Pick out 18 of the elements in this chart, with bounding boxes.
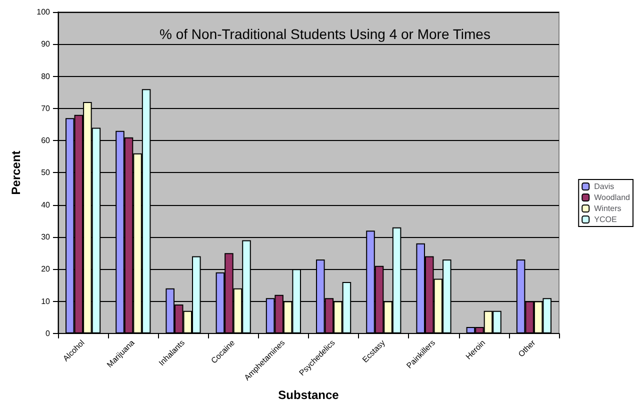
y-tick-label: 70 (41, 104, 51, 113)
y-tick-label: 100 (36, 8, 51, 16)
y-tick-label: 90 (41, 40, 51, 49)
y-tick-label: 40 (41, 200, 51, 210)
y-tick-label: 80 (41, 72, 51, 81)
y-tick-label: 30 (41, 232, 51, 242)
y-tick-label: 60 (41, 136, 51, 146)
text: % of Non-Traditional Students Using 4 or More Times (160, 26, 490, 42)
legend-label: Winters (594, 204, 622, 213)
legend-label: Woodland (594, 193, 630, 202)
y-tick-label: 20 (41, 264, 51, 274)
x-axis-title: Substance (278, 388, 340, 402)
y-tick-label: 10 (41, 296, 51, 306)
y-axis-title: Percent (9, 150, 23, 195)
legend-label: Davis (594, 182, 614, 191)
y-tick-label: 0 (46, 328, 51, 338)
y-tick-label: 50 (41, 168, 51, 178)
legend-label: YCOE (594, 215, 617, 224)
